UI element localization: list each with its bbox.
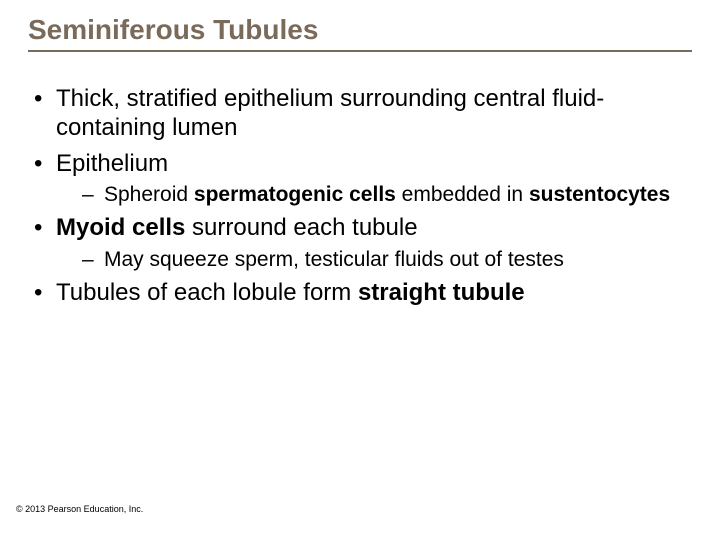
slide-title: Seminiferous Tubules: [28, 14, 692, 46]
text-run: lumen: [172, 114, 237, 141]
bullet-list: Thick, stratified epithelium surrounding…: [28, 84, 692, 308]
text-run: surround each tubule: [185, 214, 417, 241]
title-underline: [28, 50, 692, 52]
list-item: Tubules of each lobule form straight tub…: [28, 278, 692, 307]
sub-list-item: Spheroid spermatogenic cells embedded in…: [56, 182, 692, 208]
text-run: embedded in: [396, 183, 529, 206]
sub-bullet-list: Spheroid spermatogenic cells embedded in…: [56, 182, 692, 208]
sub-bullet-list: May squeeze sperm, testicular fluids out…: [56, 247, 692, 273]
text-run: Myoid cells: [56, 214, 185, 241]
text-run: Spheroid: [104, 183, 194, 206]
sub-list-item: May squeeze sperm, testicular fluids out…: [56, 247, 692, 273]
list-item: Thick, stratified epithelium surrounding…: [28, 84, 692, 143]
list-item: Myoid cells surround each tubule May sque…: [28, 213, 692, 272]
text-run: Epithelium: [56, 150, 168, 177]
text-run: May squeeze sperm, testicular fluids out…: [104, 248, 564, 271]
slide: Seminiferous Tubules Thick, stratified e…: [0, 0, 720, 540]
text-run: spermatogenic cells: [194, 183, 396, 206]
text-run: straight tubule: [358, 279, 525, 306]
copyright-text: © 2013 Pearson Education, Inc.: [16, 504, 143, 514]
list-item: Epithelium Spheroid spermatogenic cells e…: [28, 149, 692, 208]
text-run: sustentocytes: [529, 183, 670, 206]
text-run: Tubules of each lobule form: [56, 279, 358, 306]
text-run: Thick, stratified epithelium surrounding…: [56, 85, 604, 141]
